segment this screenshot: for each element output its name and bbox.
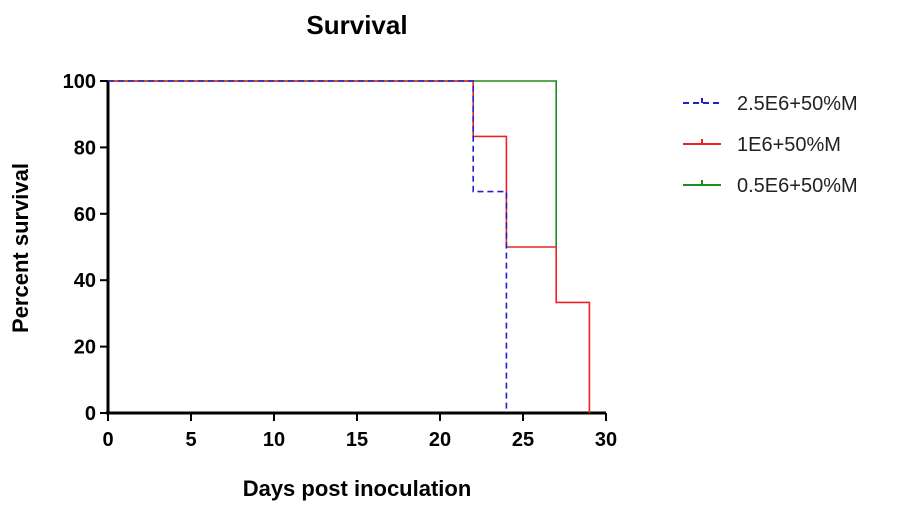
legend-label: 2.5E6+50%M [737, 93, 858, 115]
x-tick-label: 20 [429, 429, 451, 451]
x-tick-label: 30 [595, 429, 617, 451]
plot-series [108, 80, 591, 413]
legend-label: 0.5E6+50%M [737, 175, 858, 197]
y-tick-label: 80 [74, 137, 96, 159]
x-tick-label: 25 [512, 429, 534, 451]
legend-item: 0.5E6+50%M [683, 175, 858, 197]
x-axis-label: Days post inoculation [243, 476, 472, 501]
legend-item: 1E6+50%M [683, 134, 841, 156]
series-line-0 [108, 80, 508, 413]
y-tick-label: 20 [74, 337, 96, 359]
x-axis-ticks: 0 5 10 15 20 25 30 [102, 413, 617, 451]
x-tick-label: 0 [102, 429, 113, 451]
legend-label: 1E6+50%M [737, 134, 841, 156]
y-tick-label: 0 [85, 403, 96, 425]
y-tick-label: 60 [74, 204, 96, 226]
legend-item: 2.5E6+50%M [683, 93, 858, 115]
y-tick-label: 100 [63, 71, 96, 93]
series-line-2 [108, 80, 558, 247]
legend: 2.5E6+50%M 1E6+50%M 0.5E6+50%M [683, 93, 858, 197]
x-tick-label: 5 [185, 429, 196, 451]
x-tick-label: 15 [346, 429, 368, 451]
y-tick-label: 40 [74, 270, 96, 292]
chart-title: Survival [306, 10, 407, 40]
x-tick-label: 10 [263, 429, 285, 451]
y-axis-ticks: 0 20 40 60 80 100 [63, 71, 108, 425]
y-axis-label: Percent survival [8, 163, 33, 333]
series-line-1 [108, 80, 591, 413]
